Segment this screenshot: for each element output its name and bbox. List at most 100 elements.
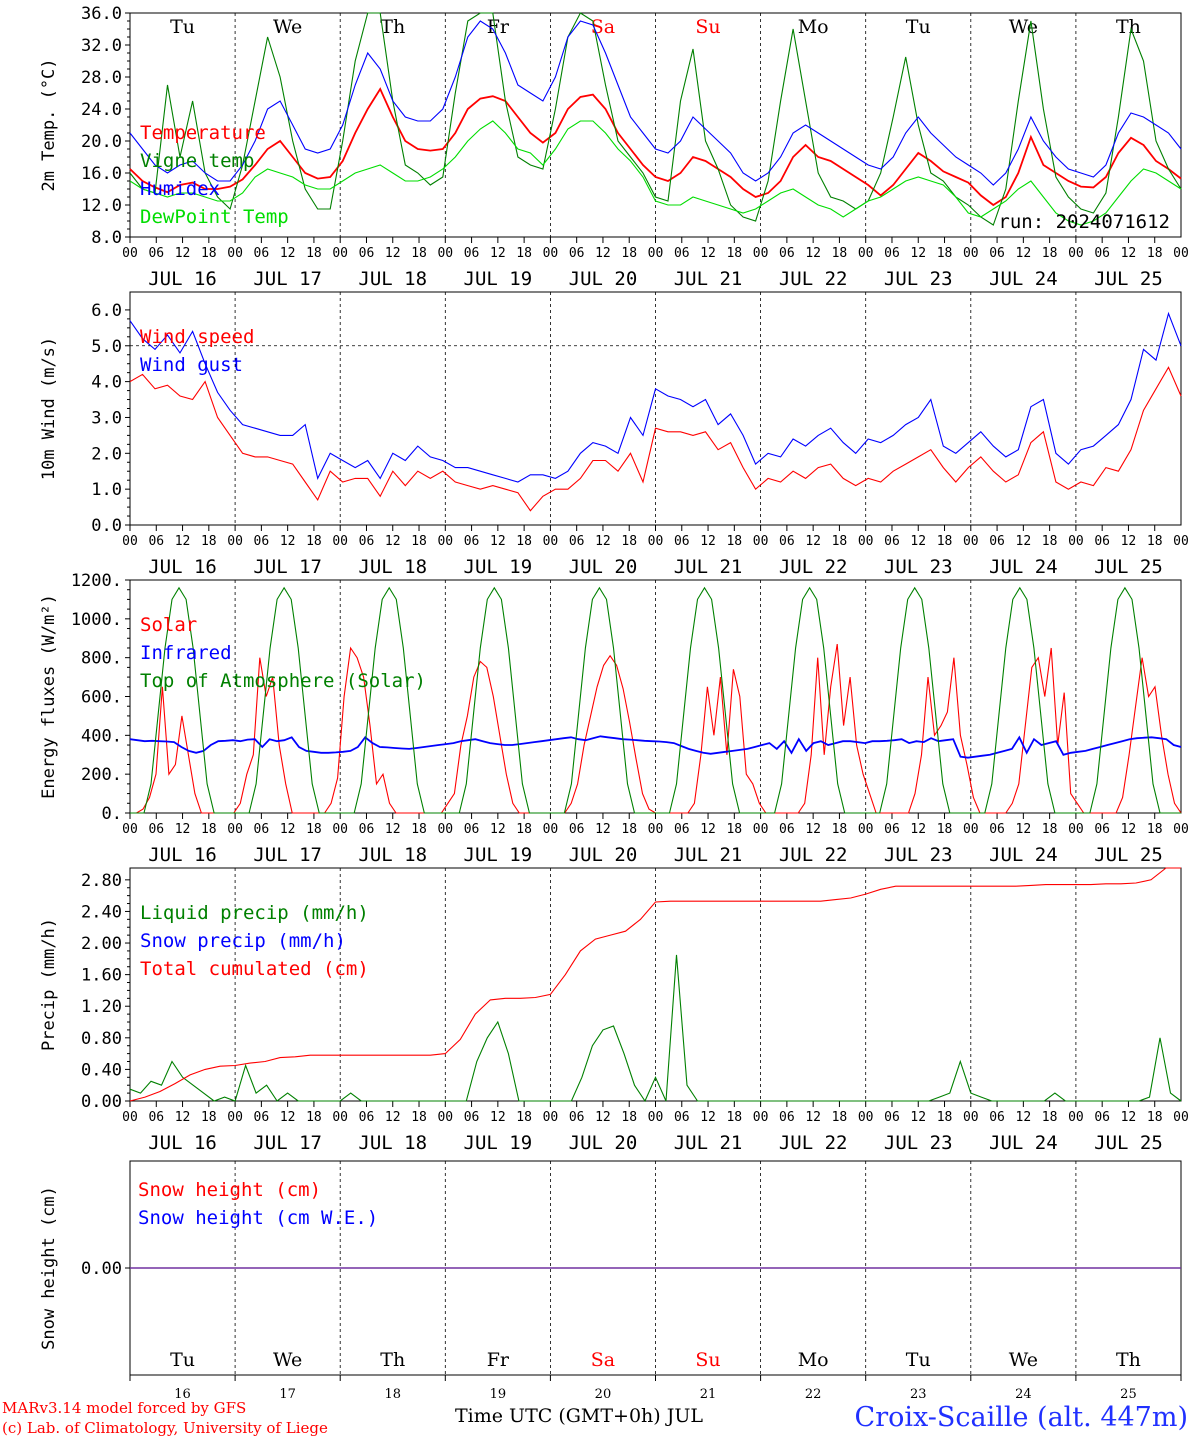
x-hour-label: 12 xyxy=(1121,1110,1137,1125)
x-hour-label: 12 xyxy=(805,534,821,549)
x-hour-label: 06 xyxy=(569,1110,585,1125)
x-hour-label: 00 xyxy=(227,246,243,261)
y-tick-label: 5.0 xyxy=(91,337,122,357)
x-date-label: JUL 25 xyxy=(1094,1132,1163,1154)
time-axis-label: Time UTC (GMT+0h) JUL xyxy=(455,1405,703,1427)
y-tick-label: 1000. xyxy=(71,610,122,630)
day-number-label: 21 xyxy=(700,1387,717,1402)
y-tick-label: 0. xyxy=(102,804,122,824)
x-hour-label: 00 xyxy=(1173,822,1189,837)
x-hour-label: 18 xyxy=(516,246,532,261)
x-hour-label: 06 xyxy=(464,822,480,837)
x-hour-label: 06 xyxy=(884,534,900,549)
day-name-label: Fr xyxy=(487,16,510,38)
x-hour-label: 12 xyxy=(910,822,926,837)
x-date-label: JUL 16 xyxy=(148,844,217,866)
day-number-label: 25 xyxy=(1120,1387,1137,1402)
y-tick-label: 6.0 xyxy=(91,301,122,321)
y-tick-label: 800. xyxy=(81,649,122,669)
x-hour-label: 12 xyxy=(595,246,611,261)
x-hour-label: 18 xyxy=(726,822,742,837)
y-axis-label: Energy fluxes (W/m²) xyxy=(39,594,59,799)
x-hour-label: 12 xyxy=(175,246,191,261)
x-hour-label: 18 xyxy=(1042,822,1058,837)
x-hour-label: 18 xyxy=(1042,534,1058,549)
x-hour-label: 00 xyxy=(332,1110,348,1125)
x-hour-label: 12 xyxy=(595,534,611,549)
y-tick-label: 200. xyxy=(81,765,122,785)
y-tick-label: 4.0 xyxy=(91,373,122,393)
y-tick-label: 20.0 xyxy=(81,132,122,152)
x-date-label: JUL 24 xyxy=(989,844,1058,866)
x-hour-label: 18 xyxy=(201,822,217,837)
x-date-label: JUL 18 xyxy=(358,556,427,578)
x-hour-label: 06 xyxy=(569,534,585,549)
day-name-label: We xyxy=(273,1349,302,1371)
x-hour-label: 06 xyxy=(148,822,164,837)
x-hour-label: 06 xyxy=(674,246,690,261)
legend-entry: Snow precip (mm/h) xyxy=(140,930,346,952)
x-hour-label: 06 xyxy=(359,246,375,261)
legend-entry: Wind gust xyxy=(140,354,243,376)
day-name-label: Th xyxy=(1116,1349,1141,1371)
x-hour-label: 18 xyxy=(1147,534,1163,549)
x-hour-label: 00 xyxy=(122,1110,138,1125)
y-tick-label: 1.0 xyxy=(91,480,122,500)
x-hour-label: 00 xyxy=(332,246,348,261)
x-date-label: JUL 24 xyxy=(989,268,1058,290)
x-hour-label: 00 xyxy=(227,1110,243,1125)
x-hour-label: 18 xyxy=(937,534,953,549)
x-hour-label: 12 xyxy=(385,1110,401,1125)
x-hour-label: 18 xyxy=(306,534,322,549)
x-hour-label: 18 xyxy=(621,1110,637,1125)
x-hour-label: 00 xyxy=(543,246,559,261)
panel-frame xyxy=(129,12,1182,238)
x-hour-label: 06 xyxy=(989,822,1005,837)
x-hour-label: 00 xyxy=(437,822,453,837)
x-hour-label: 12 xyxy=(490,534,506,549)
day-name-label: Su xyxy=(695,1349,720,1371)
x-hour-label: 00 xyxy=(1173,246,1189,261)
y-tick-label: 0.80 xyxy=(81,1029,122,1049)
x-hour-label: 12 xyxy=(700,246,716,261)
x-hour-label: 18 xyxy=(411,822,427,837)
x-hour-label: 12 xyxy=(700,534,716,549)
run-label: run: 2024071612 xyxy=(998,211,1170,233)
y-tick-label: 0.00 xyxy=(81,1259,122,1279)
x-hour-label: 18 xyxy=(411,246,427,261)
x-hour-label: 18 xyxy=(201,1110,217,1125)
x-hour-label: 12 xyxy=(490,1110,506,1125)
x-hour-label: 00 xyxy=(753,534,769,549)
x-hour-label: 00 xyxy=(122,534,138,549)
x-hour-label: 06 xyxy=(254,534,270,549)
x-hour-label: 12 xyxy=(175,1110,191,1125)
x-hour-label: 12 xyxy=(385,822,401,837)
x-hour-label: 18 xyxy=(1147,822,1163,837)
y-tick-label: 1.60 xyxy=(81,966,122,986)
series-line-humidex xyxy=(129,20,1182,186)
x-hour-label: 12 xyxy=(1121,534,1137,549)
x-hour-label: 12 xyxy=(805,822,821,837)
y-tick-label: 2.40 xyxy=(81,902,122,922)
x-hour-label: 12 xyxy=(1121,246,1137,261)
x-hour-label: 06 xyxy=(148,534,164,549)
y-tick-label: 1200. xyxy=(71,571,122,591)
x-date-label: JUL 21 xyxy=(674,844,743,866)
x-hour-label: 18 xyxy=(306,246,322,261)
legend-entry: Wind speed xyxy=(140,326,254,348)
x-hour-label: 06 xyxy=(779,1110,795,1125)
day-name-label: Th xyxy=(380,1349,405,1371)
x-hour-label: 18 xyxy=(201,246,217,261)
x-date-label: JUL 17 xyxy=(253,844,322,866)
model-credit: MARv3.14 model forced by GFS xyxy=(2,1399,247,1417)
x-hour-label: 18 xyxy=(1042,1110,1058,1125)
x-hour-label: 12 xyxy=(595,822,611,837)
x-hour-label: 06 xyxy=(884,1110,900,1125)
x-date-label: JUL 18 xyxy=(358,844,427,866)
x-hour-label: 06 xyxy=(674,1110,690,1125)
x-hour-label: 00 xyxy=(1068,1110,1084,1125)
x-hour-label: 12 xyxy=(700,822,716,837)
x-hour-label: 18 xyxy=(306,822,322,837)
x-hour-label: 18 xyxy=(201,534,217,549)
x-hour-label: 06 xyxy=(359,1110,375,1125)
